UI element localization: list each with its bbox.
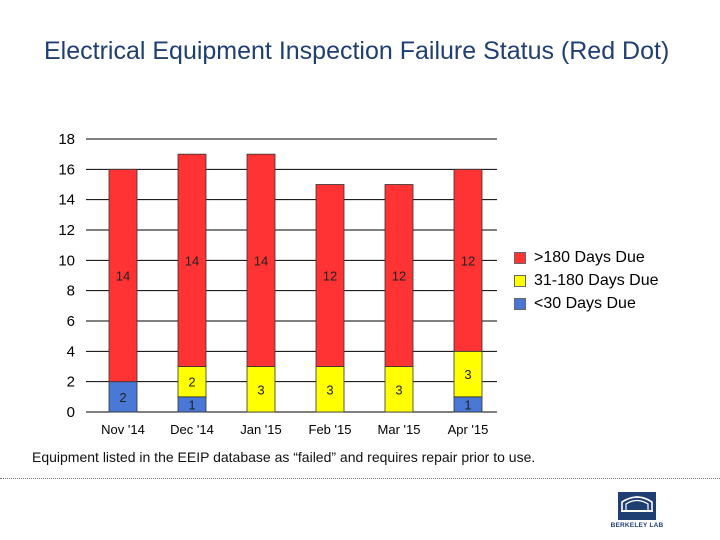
x-tick-label: Feb '15 bbox=[309, 422, 352, 437]
legend-item: 31-180 Days Due bbox=[514, 269, 659, 292]
bar-segment bbox=[177, 366, 207, 398]
footer-divider bbox=[0, 478, 720, 479]
y-tick-label: 18 bbox=[58, 131, 75, 148]
y-tick-label: 4 bbox=[67, 343, 75, 360]
legend-label: <30 Days Due bbox=[534, 294, 636, 312]
x-tick-label: Dec '14 bbox=[170, 422, 214, 437]
legend-swatch bbox=[514, 274, 526, 287]
data-label: 1 bbox=[188, 397, 195, 412]
bar-segment bbox=[453, 350, 483, 398]
y-tick-label: 12 bbox=[58, 222, 75, 239]
legend-label: 31-180 Days Due bbox=[534, 271, 659, 289]
logo-wordmark: BERKELEY LAB bbox=[610, 522, 664, 529]
x-tick-label: Apr '15 bbox=[448, 422, 489, 437]
data-label: 2 bbox=[119, 390, 126, 405]
y-axis-ticks: 0 2 4 6 8 10 12 14 16 18 bbox=[58, 131, 75, 421]
berkeley-lab-logo: BERKELEY LAB bbox=[608, 486, 666, 536]
data-label: 3 bbox=[464, 367, 471, 382]
bar-segment bbox=[384, 366, 414, 413]
y-tick-label: 14 bbox=[58, 192, 75, 209]
gridlines bbox=[86, 138, 497, 413]
legend-item: >180 Days Due bbox=[514, 246, 659, 269]
data-label: 2 bbox=[188, 375, 195, 390]
legend-label: >180 Days Due bbox=[534, 248, 645, 266]
legend-swatch bbox=[514, 251, 526, 264]
legend-item: <30 Days Due bbox=[514, 292, 659, 315]
x-tick-label: Nov '14 bbox=[101, 422, 145, 437]
chart-legend: >180 Days Due 31-180 Days Due <30 Days Due bbox=[514, 246, 659, 315]
footnote: Equipment listed in the EEIP database as… bbox=[32, 449, 536, 465]
data-label: 12 bbox=[392, 269, 406, 284]
x-tick-label: Mar '15 bbox=[378, 422, 421, 437]
bar-segment bbox=[246, 366, 276, 413]
data-label: 3 bbox=[257, 382, 264, 397]
bar-segment bbox=[177, 153, 207, 367]
x-tick-label: Jan '15 bbox=[240, 422, 282, 437]
y-tick-label: 2 bbox=[67, 374, 75, 391]
data-label: 14 bbox=[116, 269, 130, 284]
data-label: 1 bbox=[464, 397, 471, 412]
legend-swatch bbox=[514, 297, 526, 310]
y-tick-label: 8 bbox=[67, 283, 75, 300]
bar-segment bbox=[108, 381, 138, 413]
berkeley-lab-logo-icon bbox=[618, 492, 656, 520]
y-tick-label: 10 bbox=[58, 252, 75, 269]
data-label: 12 bbox=[461, 253, 475, 268]
data-label: 14 bbox=[185, 253, 199, 268]
x-axis-labels: Nov '14 Dec '14 Jan '15 Feb '15 Mar '15 Apr '… bbox=[101, 422, 488, 437]
bar-segment bbox=[315, 184, 345, 367]
bar-segment bbox=[384, 184, 414, 367]
data-label: 3 bbox=[395, 382, 402, 397]
bar-segment bbox=[246, 153, 276, 367]
y-tick-label: 0 bbox=[67, 404, 75, 421]
data-label: 3 bbox=[326, 382, 333, 397]
bar-segment bbox=[453, 168, 483, 352]
y-tick-label: 6 bbox=[67, 313, 75, 330]
data-label: 14 bbox=[254, 253, 268, 268]
slide-title: Electrical Equipment Inspection Failure … bbox=[44, 37, 670, 65]
bar-segment bbox=[108, 168, 138, 383]
y-tick-label: 16 bbox=[58, 161, 75, 178]
data-label: 12 bbox=[323, 269, 337, 284]
